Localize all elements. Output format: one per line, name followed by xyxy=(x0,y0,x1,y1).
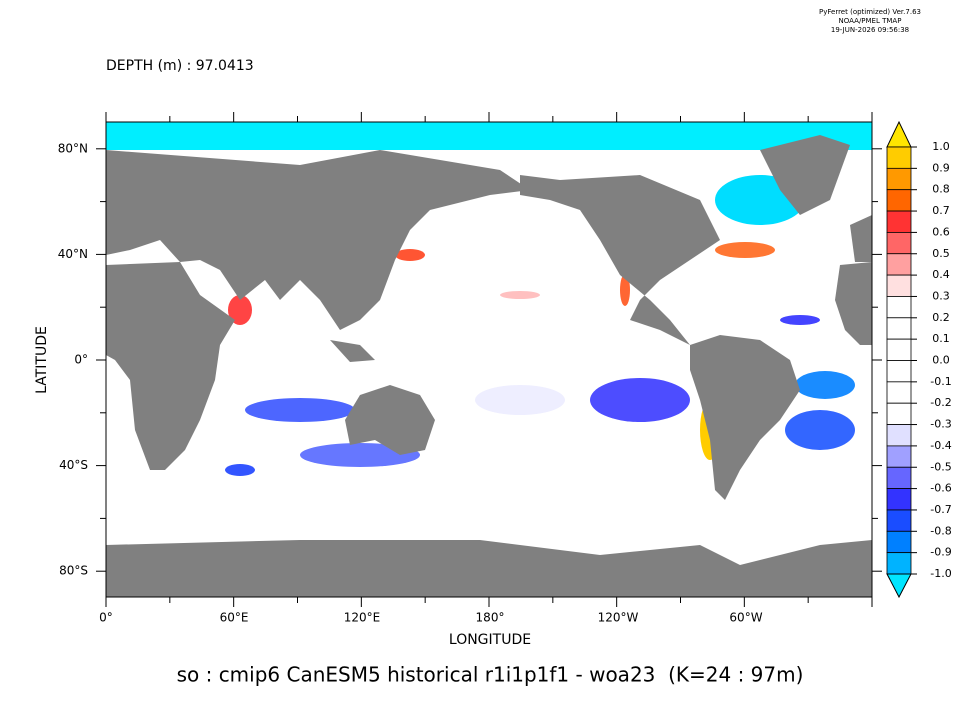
colorbar-label: 0.9 xyxy=(932,161,950,174)
y-tick-label: 40°N xyxy=(58,247,88,261)
colorbar-label: 0.8 xyxy=(932,183,950,196)
colorbar-label: 0.7 xyxy=(932,204,950,217)
y-tick-label: 0° xyxy=(74,353,88,367)
map xyxy=(105,121,873,598)
colorbar-label: -0.4 xyxy=(930,439,951,452)
arctic-band xyxy=(106,122,872,150)
plot-title: so : cmip6 CanESM5 historical r1i1p1f1 -… xyxy=(177,663,804,687)
colorbar-box xyxy=(886,402,912,425)
colorbar-box xyxy=(886,509,912,532)
colorbar-label: 0.2 xyxy=(932,311,950,324)
colorbar-box xyxy=(886,146,912,169)
colorbar-label: -0.6 xyxy=(930,482,951,495)
colorbar-box xyxy=(886,338,912,361)
colorbar-box xyxy=(886,253,912,276)
header-line: 19-JUN-2026 09:56:38 xyxy=(831,26,909,34)
colorbar-label: -0.9 xyxy=(930,546,951,559)
colorbar-label: -0.8 xyxy=(930,524,951,537)
colorbar-box xyxy=(886,552,912,575)
colorbar-label: 0.4 xyxy=(932,268,950,281)
y-axis-label: LATITUDE xyxy=(34,326,50,394)
colorbar-triangle xyxy=(886,573,912,599)
x-tick-label: 120°W xyxy=(598,611,639,625)
colorbar-box xyxy=(886,167,912,191)
colorbar-triangle xyxy=(886,120,912,148)
anomalies xyxy=(168,175,855,476)
colorbar-box xyxy=(886,317,912,340)
colorbar-box xyxy=(886,530,912,554)
colorbar-label: -0.3 xyxy=(930,418,951,431)
land xyxy=(106,135,872,597)
colorbar-label: -0.2 xyxy=(930,396,951,409)
colorbar-label: 0.6 xyxy=(932,225,950,238)
colorbar-box xyxy=(886,424,912,447)
colorbar-label: 0.3 xyxy=(932,289,950,302)
x-tick-label: 60°E xyxy=(220,611,249,625)
header-line: NOAA/PMEL TMAP xyxy=(839,17,902,25)
x-tick-label: 180° xyxy=(476,611,505,625)
colorbar-label: -0.1 xyxy=(930,375,951,388)
x-tick-label: 120°E xyxy=(344,611,381,625)
x-axis-label: LONGITUDE xyxy=(449,632,531,648)
colorbar-box xyxy=(886,381,912,404)
colorbar-label: -0.7 xyxy=(930,503,951,516)
y-tick-label: 40°S xyxy=(59,458,88,472)
y-tick-label: 80°N xyxy=(58,141,88,155)
colorbar-box xyxy=(886,210,912,233)
colorbar-box xyxy=(886,466,912,490)
header-line: PyFerret (optimized) Ver.7.63 xyxy=(819,8,921,16)
y-tick-label: 80°S xyxy=(59,564,88,578)
colorbar-label: 1.0 xyxy=(932,140,950,153)
colorbar-box xyxy=(886,274,912,297)
x-tick-label: 60°W xyxy=(729,611,762,625)
colorbar-box xyxy=(886,231,912,255)
depth-label: DEPTH (m) : 97.0413 xyxy=(106,58,254,74)
x-tick-label: 0° xyxy=(99,611,113,625)
colorbar-label: -1.0 xyxy=(930,567,951,580)
colorbar-label: -0.5 xyxy=(930,460,951,473)
colorbar-label: 0.1 xyxy=(932,332,950,345)
colorbar-label: 0.0 xyxy=(932,354,950,367)
colorbar-label: 0.5 xyxy=(932,247,950,260)
colorbar-box xyxy=(886,296,912,319)
colorbar-box xyxy=(886,360,912,383)
colorbar-box xyxy=(886,445,912,468)
colorbar-box xyxy=(886,488,912,511)
colorbar-box xyxy=(886,189,912,212)
